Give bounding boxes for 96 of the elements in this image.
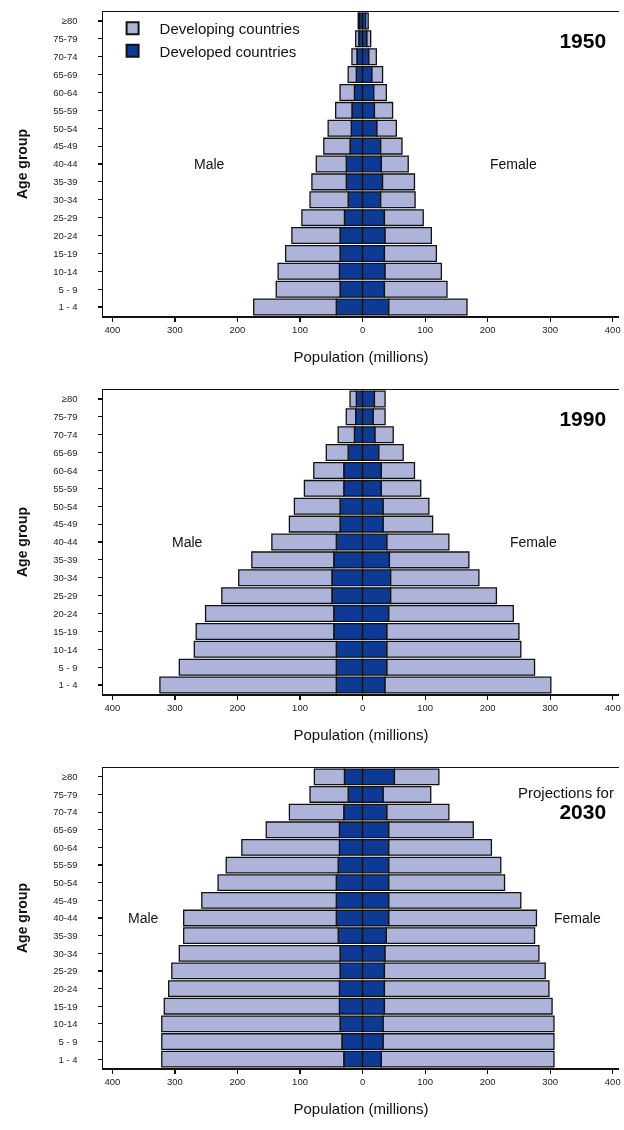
text: 1990 <box>559 406 607 430</box>
x-tick-label: 400 <box>604 323 621 335</box>
x-tick-label: 400 <box>104 323 121 335</box>
y-tick-label: 70-74 <box>53 429 78 441</box>
x-tick-label: 0 <box>359 323 366 335</box>
x-tick-label: 300 <box>542 323 559 335</box>
y-tick-label: 15-19 <box>53 625 78 637</box>
x-tick-label: 300 <box>167 1075 183 1087</box>
legend-label: Developing countries <box>159 20 300 38</box>
text: 1950 <box>559 28 607 52</box>
x-tick-label: 200 <box>479 1075 496 1087</box>
y-tick-label: 10-14 <box>53 265 78 277</box>
x-axis-title: Population (millions) <box>293 725 429 743</box>
y-tick-label: 75-79 <box>53 33 78 45</box>
y-tick-label: 45-49 <box>53 518 78 530</box>
x-tick-label: 100 <box>417 701 434 713</box>
x-tick-label: 100 <box>292 701 308 713</box>
x-tick-label: 0 <box>359 701 366 713</box>
y-tick-label: 55-59 <box>53 104 78 116</box>
text: Projections for <box>518 784 614 801</box>
y-tick-label: 25-29 <box>53 965 78 977</box>
annotation: Male <box>172 534 203 550</box>
y-tick-label: 5 - 9 <box>58 1035 78 1047</box>
x-tick-label: 100 <box>417 323 434 335</box>
y-axis-title: Age group <box>14 507 31 577</box>
y-tick-label: 5 - 9 <box>58 283 78 295</box>
y-tick-label: 30-34 <box>53 947 78 959</box>
x-tick-label: 400 <box>104 1075 121 1087</box>
legend-label: Developed countries <box>159 42 297 60</box>
y-tick-label: 50-54 <box>53 500 78 512</box>
y-tick-label: 65-69 <box>53 68 78 80</box>
y-tick-label: 25-29 <box>53 211 78 223</box>
y-tick-label: 75-79 <box>53 788 78 800</box>
y-tick-label: 1 - 4 <box>58 1053 78 1065</box>
y-tick-label: 45-49 <box>53 894 78 906</box>
y-tick-label: 1 - 4 <box>58 679 78 691</box>
y-tick-label: 40-44 <box>53 536 78 548</box>
y-tick-label: 40-44 <box>53 912 78 924</box>
y-tick-label: 30-34 <box>53 194 78 206</box>
y-tick-label: 10-14 <box>53 643 78 655</box>
annotation: Female <box>490 156 537 172</box>
y-tick-label: 65-69 <box>53 824 78 836</box>
x-axis-title: Population (millions) <box>293 347 429 365</box>
y-tick-label: 30-34 <box>53 572 78 584</box>
y-axis-title: Age group <box>14 129 31 199</box>
y-tick-label: 50-54 <box>53 122 78 134</box>
x-tick-label: 200 <box>479 701 496 713</box>
x-tick-label: 100 <box>292 1075 308 1087</box>
y-tick-label: 20-24 <box>53 229 78 241</box>
x-tick-label: 200 <box>479 323 496 335</box>
annotation: Male <box>128 910 159 926</box>
x-tick-label: 400 <box>604 1075 621 1087</box>
y-axis-title: Age group <box>14 883 31 953</box>
y-tick-label: 70-74 <box>53 806 78 818</box>
annotation: Male <box>194 156 225 172</box>
y-tick-label: 75-79 <box>53 411 78 423</box>
y-tick-label: 50-54 <box>53 877 78 889</box>
y-tick-label: 70-74 <box>53 51 78 63</box>
y-tick-label: 60-64 <box>53 841 78 853</box>
y-tick-label: 20-24 <box>53 982 78 994</box>
y-tick-label: 15-19 <box>53 247 78 259</box>
x-tick-label: 200 <box>229 1075 246 1087</box>
y-tick-label: 40-44 <box>53 158 78 170</box>
y-tick-label: 35-39 <box>53 554 78 566</box>
x-tick-label: 400 <box>604 701 621 713</box>
text: 2030 <box>559 799 607 823</box>
y-tick-label: 25-29 <box>53 589 78 601</box>
x-tick-label: 100 <box>417 1075 434 1087</box>
x-axis-title: Population (millions) <box>293 1099 429 1117</box>
y-tick-label: 65-69 <box>53 446 78 458</box>
x-tick-label: 300 <box>542 1075 559 1087</box>
y-tick-label: 1 - 4 <box>58 301 78 313</box>
y-tick-label: 55-59 <box>53 482 78 494</box>
x-tick-label: 300 <box>542 701 559 713</box>
y-tick-label: 35-39 <box>53 929 78 941</box>
y-tick-label: 10-14 <box>53 1018 78 1030</box>
y-tick-label: 20-24 <box>53 607 78 619</box>
annotation: Female <box>554 910 601 926</box>
annotation: Female <box>510 534 557 550</box>
y-tick-label: 35-39 <box>53 176 78 188</box>
x-tick-label: 200 <box>229 323 246 335</box>
y-tick-label: 15-19 <box>53 1000 78 1012</box>
y-tick-label: 5 - 9 <box>58 661 78 673</box>
y-tick-label: 55-59 <box>53 859 78 871</box>
y-tick-label: 45-49 <box>53 140 78 152</box>
x-tick-label: 300 <box>167 323 183 335</box>
x-tick-label: 0 <box>359 1075 366 1087</box>
y-tick-label: 60-64 <box>53 464 78 476</box>
x-tick-label: 400 <box>104 701 121 713</box>
y-tick-label: ≥80 <box>61 15 78 27</box>
y-tick-label: 60-64 <box>53 86 78 98</box>
x-tick-label: 200 <box>229 701 246 713</box>
x-tick-label: 100 <box>292 323 308 335</box>
y-tick-label: ≥80 <box>61 393 78 405</box>
x-tick-label: 300 <box>167 701 183 713</box>
y-tick-label: ≥80 <box>61 771 78 783</box>
